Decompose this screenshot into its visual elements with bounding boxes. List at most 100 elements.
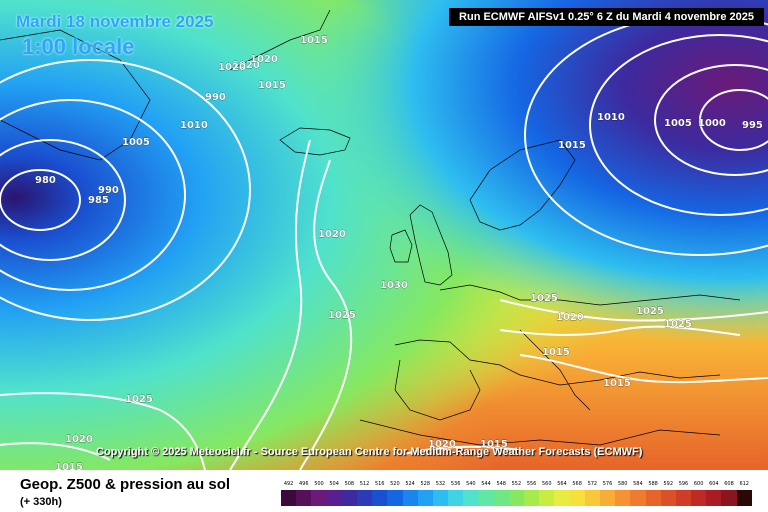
- isobar-labels: 1020101599010101005990985980102010301025…: [35, 35, 763, 470]
- colorbar: [281, 490, 752, 506]
- model-run-info: Run ECMWF AIFSv1 0.25° 6 Z du Mardi 4 no…: [449, 8, 764, 26]
- isobar-label: 1020: [556, 312, 584, 323]
- colorbar-swatch: [432, 490, 449, 506]
- forecast-lead-time: (+ 330h): [20, 496, 62, 508]
- colorbar-swatch: [372, 490, 388, 506]
- isobar-label: 1000: [698, 118, 726, 129]
- colorbar-tick-label: 600: [693, 481, 704, 487]
- forecast-date: Mardi 18 novembre 2025: [16, 12, 214, 31]
- colorbar-tick-label: 564: [557, 481, 567, 487]
- isobar-label: 985: [88, 195, 109, 206]
- colorbar-swatch: [508, 490, 524, 506]
- colorbar-swatch: [493, 490, 509, 506]
- colorbar-swatch: [554, 490, 570, 506]
- colorbar-tick-label: 584: [633, 481, 643, 487]
- isobar-label: 1015: [258, 80, 286, 91]
- colorbar-swatch: [356, 490, 373, 506]
- colorbar-swatch: [706, 490, 722, 506]
- isobar-label: 1020: [318, 229, 346, 240]
- colorbar-tick-label: 508: [344, 481, 355, 487]
- colorbar-tick-label: 496: [299, 481, 309, 487]
- isobar-label: 1020: [250, 54, 278, 65]
- northeast-low-field: [0, 0, 768, 470]
- isobar-label: 1025: [125, 394, 153, 405]
- colorbar-swatch: [387, 490, 403, 506]
- colorbar-tick-label: 528: [420, 481, 431, 487]
- colorbar-swatch: [281, 490, 297, 506]
- colorbar-swatch: [296, 490, 312, 506]
- colorbar-swatch: [311, 490, 327, 506]
- isobar-label: 1020: [65, 434, 93, 445]
- isobar-label: 1015: [55, 462, 83, 470]
- isobar-label: 1010: [180, 120, 208, 131]
- colorbar-swatch: [524, 490, 540, 506]
- isobar-label: 1015: [558, 140, 586, 151]
- isobar-label: 1025: [530, 293, 558, 304]
- isobar-label: 1010: [597, 112, 625, 123]
- colorbar-swatch: [569, 490, 585, 506]
- colorbar-swatch: [691, 490, 707, 506]
- colorbar-tick-label: 576: [602, 481, 613, 487]
- colorbar-swatch: [675, 490, 692, 506]
- colorbar-swatch: [660, 490, 676, 506]
- map-title: Geop. Z500 & pression au sol: [20, 476, 231, 493]
- colorbar-swatch: [645, 490, 661, 506]
- colorbar-tick-label: 540: [466, 481, 476, 487]
- colorbar-tick-label: 532: [435, 481, 446, 487]
- colorbar-ticks: 492 496 500 504 508 512 516 520 524 528 532 536 540 5…: [281, 481, 752, 490]
- colorbar-tick-label: 512: [359, 481, 370, 487]
- isobar-label: 1030: [380, 280, 408, 291]
- colorbar-tick-label: 612: [739, 481, 749, 487]
- colorbar-swatch: [417, 490, 433, 506]
- colorbar-tick-label: 504: [329, 481, 339, 487]
- colorbar-tick-label: 568: [572, 481, 582, 487]
- pressure-map: 1020101599010101005990985980102010301025…: [0, 0, 768, 470]
- isobar-label: 1020: [232, 60, 260, 71]
- isobar-label: 1015: [300, 35, 328, 46]
- copyright-notice: Copyright © 2025 Meteociel.fr - Source E…: [96, 446, 643, 458]
- colorbar-tick-label: 536: [450, 481, 461, 487]
- isobar-label: 1025: [328, 310, 356, 321]
- colorbar-tick-label: 588: [648, 481, 658, 487]
- colorbar-swatch: [584, 490, 600, 506]
- colorbar-tick-label: 572: [587, 481, 598, 487]
- colorbar-tick-label: 552: [511, 481, 522, 487]
- isobar-label: 1005: [122, 137, 150, 148]
- colorbar-swatch: [630, 490, 646, 506]
- colorbar-swatch: [599, 490, 616, 506]
- colorbar-swatch: [326, 490, 342, 506]
- forecast-local-time: 1:00 locale: [22, 34, 135, 59]
- isobar-label: 1015: [480, 439, 508, 450]
- colorbar-swatch: [615, 490, 631, 506]
- colorbar-tick-label: 596: [678, 481, 689, 487]
- isobar-label: 1020: [428, 439, 456, 450]
- colorbar-tick-label: 544: [481, 481, 491, 487]
- colorbar-swatch: [478, 490, 494, 506]
- colorbar-swatch: [736, 490, 752, 506]
- colorbar-tick-label: 608: [724, 481, 734, 487]
- isobar-label: 995: [742, 120, 763, 131]
- colorbar-swatch: [539, 490, 555, 506]
- colorbar-tick-label: 548: [496, 481, 506, 487]
- isobar-label: 1020: [218, 62, 246, 73]
- colorbar-tick-label: 492: [283, 481, 294, 487]
- colorbar-tick-label: 592: [663, 481, 674, 487]
- colorbar-swatch: [448, 490, 464, 506]
- colorbar-swatch: [463, 490, 479, 506]
- isobar-label: 1005: [664, 118, 692, 129]
- isobar-label: 1025: [636, 306, 664, 317]
- colorbar-tick-label: 520: [390, 481, 400, 487]
- colorbar-tick-label: 556: [526, 481, 537, 487]
- isobar-label: 1015: [542, 347, 570, 358]
- colorbar-swatch: [721, 490, 737, 506]
- colorbar-tick-label: 500: [314, 481, 324, 487]
- colorbar-tick-label: 560: [542, 481, 552, 487]
- colorbar-swatch: [402, 490, 418, 506]
- colorbar-tick-label: 524: [405, 481, 415, 487]
- isobar-label: 990: [205, 92, 226, 103]
- colorbar-swatch: [341, 490, 357, 506]
- colorbar-tick-label: 516: [374, 481, 385, 487]
- colorbar-tick-label: 580: [617, 481, 628, 487]
- colorbar-tick-label: 604: [709, 481, 719, 487]
